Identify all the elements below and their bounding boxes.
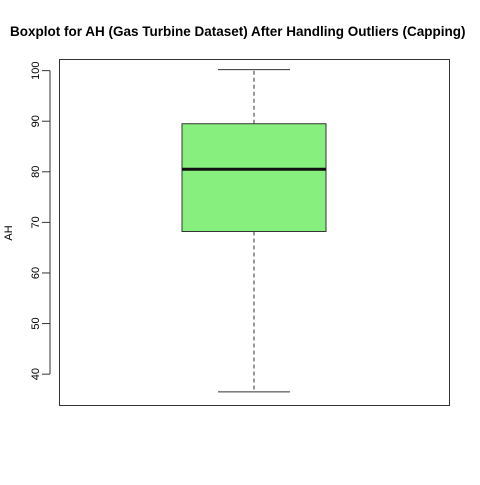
y-tick-label: 50 — [30, 317, 42, 329]
y-tick-label: 60 — [30, 267, 42, 279]
y-tick-label: 100 — [30, 61, 42, 79]
y-tick-label: 70 — [30, 216, 42, 228]
box-series — [181, 69, 327, 393]
y-tick-label: 90 — [30, 115, 42, 127]
y-axis-ticks: 40 50 60 70 80 90 100 — [30, 61, 51, 380]
y-tick-label: 40 — [30, 368, 42, 380]
y-axis-label: AH — [3, 225, 15, 240]
plot-frame — [59, 59, 450, 406]
y-tick-label: 80 — [30, 166, 42, 178]
chart-title: Boxplot for AH (Gas Turbine Dataset) Aft… — [10, 24, 466, 39]
iqr-box — [181, 123, 327, 232]
